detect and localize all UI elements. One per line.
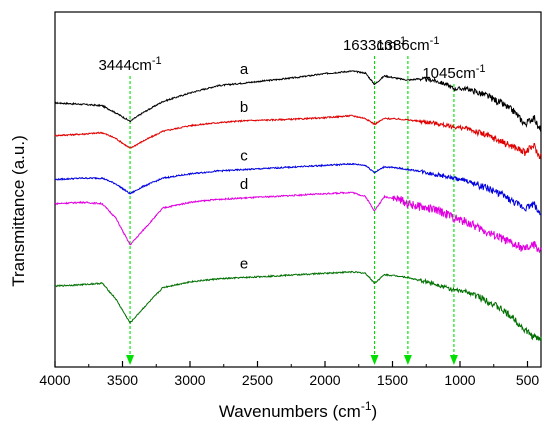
x-tick-label: 2500 [242,372,273,388]
x-tick-label: 3500 [107,372,138,388]
x-tick-label: 1500 [377,372,408,388]
series-label-a: a [240,61,249,78]
annotation-label: 1386cm-1 [376,35,439,54]
annotation-arrow [126,355,135,365]
annotation-lines [126,56,458,365]
x-tick-label: 4000 [39,372,70,388]
annotation-label: 1045cm-1 [422,63,485,82]
series-line-b [54,114,542,160]
series-label-c: c [240,148,248,165]
annotation-arrow [370,355,379,365]
annotation-label: 1633cm-1 [343,35,406,54]
x-tick-label: 3000 [174,372,205,388]
annotation-label: 3444cm-1 [98,55,161,74]
x-tick-label: 2000 [309,372,340,388]
x-axis-label-sup: -1 [361,399,372,413]
plot-frame [54,11,542,368]
series-line-d [54,191,542,254]
series-lines [54,70,542,342]
x-axis-label-suffix: ) [372,402,378,421]
x-axis-ticks: 4000 3500 3000 2500 2000 1500 1000 500 [39,361,539,388]
x-tick-label: 1000 [444,372,475,388]
series-label-d: d [240,176,248,193]
plot-border [54,11,542,368]
series-line-e [54,270,542,342]
annotation-arrow [403,355,412,365]
series-label-b: b [240,99,248,116]
series-label-e: e [240,256,248,273]
y-axis-label: Transmittance (a.u.) [9,135,28,286]
x-tick-label: 500 [516,372,540,388]
series-line-a [55,70,542,132]
x-axis-label-main: Wavenumbers (cm [219,402,361,421]
x-axis-label: Wavenumbers (cm-1) [219,399,377,421]
series-line-c [54,162,542,216]
annotation-arrow [449,355,458,365]
series-labels: a b cd e [240,61,249,273]
